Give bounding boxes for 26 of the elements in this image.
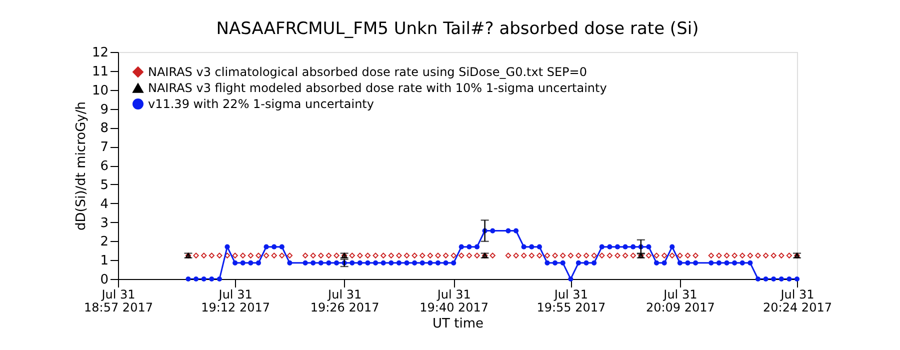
y-tick-label: 4 xyxy=(100,196,108,212)
y-tick-label: 6 xyxy=(100,159,108,174)
y-tick-label: 8 xyxy=(100,121,108,136)
y-tick-label: 5 xyxy=(100,178,108,193)
y-axis-title: dD(Si)/dt microGy/h xyxy=(74,102,89,230)
y-tick-label: 10 xyxy=(92,83,108,98)
x-tick-label: Jul 31 20:24 2017 xyxy=(763,288,832,314)
legend-label: NAIRAS v3 flight modeled absorbed dose rate with 10% 1-sigma uncertainty xyxy=(148,81,607,95)
x-tick-label: Jul 31 18:57 2017 xyxy=(84,288,153,314)
x-tick-label: Jul 31 19:26 2017 xyxy=(310,288,380,314)
y-tick-label: 0 xyxy=(100,272,108,288)
x-tick-label: Jul 31 19:55 2017 xyxy=(536,288,606,314)
y-tick-label: 3 xyxy=(100,216,108,231)
legend-label: NAIRAS v3 climatological absorbed dose rate using SiDose_G0.txt SEP=0 xyxy=(148,65,587,79)
y-tick-label: 1 xyxy=(100,254,108,269)
x-axis-title: UT time xyxy=(432,316,484,332)
x-tick-label: Jul 31 20:09 2017 xyxy=(646,288,715,314)
y-tick-label: 12 xyxy=(92,46,108,60)
y-tick-label: 9 xyxy=(100,102,108,118)
y-tick-label: 7 xyxy=(100,140,108,156)
y-tick-label: 11 xyxy=(92,64,108,80)
chart-title: NASAAFRCMUL_FM5 Unkn Tail#? absorbed dose rate (Si) xyxy=(216,19,699,39)
y-tick-label: 2 xyxy=(100,234,108,250)
x-tick-label: Jul 31 19:12 2017 xyxy=(201,288,270,314)
x-tick-label: Jul 31 19:40 2017 xyxy=(420,288,489,314)
legend-label: v11.39 with 22% 1-sigma uncertainty xyxy=(148,97,374,111)
